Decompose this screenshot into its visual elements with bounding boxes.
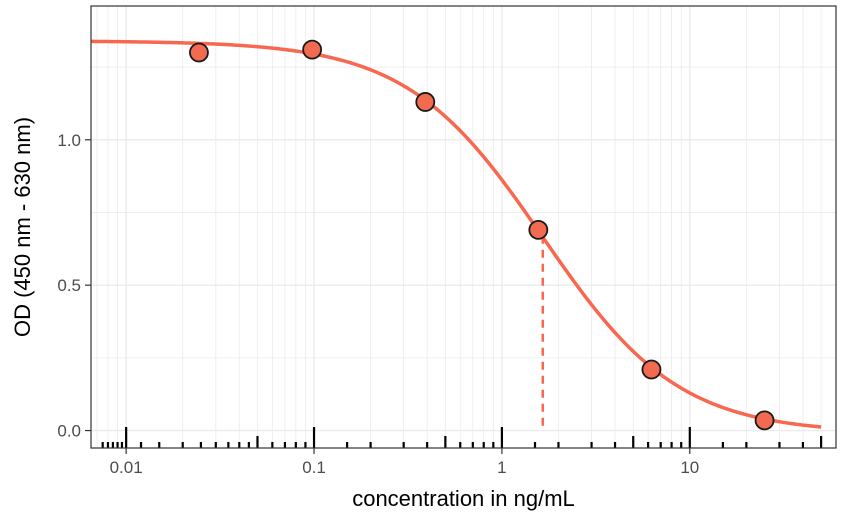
data-points — [189, 39, 775, 431]
fit-curve — [90, 39, 822, 429]
x-axis: 0.01 0.1 1 10 — [110, 448, 699, 477]
x-tick-label: 0.01 — [110, 458, 143, 477]
x-rug-marks — [101, 427, 823, 448]
data-point — [641, 359, 662, 380]
panel-border — [90, 5, 837, 449]
y-axis: 0.0 0.5 1.0 — [57, 131, 91, 441]
x-tick-label: 1 — [497, 458, 506, 477]
data-point — [415, 92, 436, 112]
grid — [91, 6, 837, 448]
y-tick-label: 1.0 — [57, 131, 81, 150]
y-tick-label: 0.5 — [57, 276, 81, 295]
x-axis-title: concentration in ng/mL — [352, 486, 575, 511]
data-point — [302, 39, 323, 60]
data-point — [528, 220, 549, 240]
data-point — [189, 42, 209, 63]
x-tick-label: 0.1 — [302, 458, 326, 477]
y-axis-title: OD (450 nm - 630 nm) — [10, 117, 35, 337]
data-point — [754, 410, 775, 431]
y-tick-label: 0.0 — [57, 422, 81, 441]
x-tick-label: 10 — [680, 458, 699, 477]
